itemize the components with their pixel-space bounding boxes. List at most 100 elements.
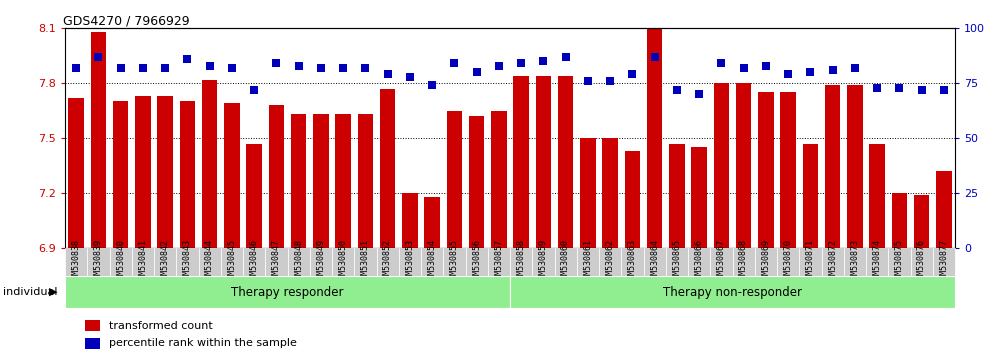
Bar <box>710 248 732 276</box>
Bar <box>732 248 755 276</box>
Bar <box>755 248 777 276</box>
Point <box>535 58 551 64</box>
Text: GSM530866: GSM530866 <box>695 239 704 285</box>
Bar <box>110 248 132 276</box>
Bar <box>822 248 844 276</box>
Bar <box>246 143 262 248</box>
Bar <box>602 138 618 248</box>
Text: GSM530843: GSM530843 <box>183 239 192 285</box>
Bar <box>157 96 173 248</box>
Point <box>202 63 218 68</box>
Bar <box>176 248 198 276</box>
Bar <box>65 276 510 308</box>
Text: GSM530867: GSM530867 <box>717 239 726 285</box>
Text: GSM530839: GSM530839 <box>94 239 103 285</box>
Text: GSM530856: GSM530856 <box>472 239 481 285</box>
Bar <box>910 248 933 276</box>
Point <box>424 82 440 88</box>
Point <box>357 65 373 71</box>
Text: GSM530865: GSM530865 <box>672 239 681 285</box>
Bar <box>691 147 707 248</box>
Text: GSM530854: GSM530854 <box>428 239 437 285</box>
Point <box>446 61 462 66</box>
Text: GSM530841: GSM530841 <box>138 239 147 285</box>
Text: GSM530838: GSM530838 <box>72 239 81 285</box>
Point <box>780 72 796 77</box>
Bar <box>243 248 265 276</box>
Text: transformed count: transformed count <box>109 321 213 331</box>
Point <box>469 69 485 75</box>
Bar <box>869 143 885 248</box>
Text: GSM530868: GSM530868 <box>739 239 748 285</box>
Point <box>513 61 529 66</box>
Text: Therapy non-responder: Therapy non-responder <box>663 286 802 298</box>
Point <box>713 61 729 66</box>
Bar <box>65 248 87 276</box>
Bar <box>580 138 596 248</box>
Text: GSM530870: GSM530870 <box>784 239 793 285</box>
Text: GSM530874: GSM530874 <box>873 239 882 285</box>
Bar <box>221 248 243 276</box>
Point <box>380 72 396 77</box>
Bar <box>780 92 796 248</box>
Point <box>624 72 640 77</box>
Bar <box>736 83 751 248</box>
Text: GSM530845: GSM530845 <box>227 239 236 285</box>
Bar <box>866 248 888 276</box>
Bar <box>599 248 621 276</box>
Text: GSM530873: GSM530873 <box>850 239 859 285</box>
Bar <box>936 171 952 248</box>
Text: GSM530840: GSM530840 <box>116 239 125 285</box>
Point <box>135 65 151 71</box>
Bar <box>847 85 863 248</box>
Point <box>802 69 818 75</box>
Text: GSM530861: GSM530861 <box>583 239 592 285</box>
Bar <box>154 248 176 276</box>
Text: GSM530872: GSM530872 <box>828 239 837 285</box>
Point <box>669 87 685 93</box>
Bar <box>844 248 866 276</box>
Bar <box>758 92 774 248</box>
Bar <box>491 110 507 248</box>
Bar <box>666 248 688 276</box>
Bar <box>224 103 240 248</box>
Point <box>558 54 574 60</box>
Bar <box>421 248 443 276</box>
Bar <box>714 83 729 248</box>
Point <box>291 63 307 68</box>
Bar <box>332 248 354 276</box>
Bar <box>933 248 955 276</box>
Bar <box>85 320 100 331</box>
Point <box>736 65 752 71</box>
Bar <box>558 76 573 248</box>
Bar <box>113 102 128 248</box>
Text: GSM530875: GSM530875 <box>895 239 904 285</box>
Text: GSM530858: GSM530858 <box>517 239 526 285</box>
Point <box>647 54 663 60</box>
Bar <box>447 110 462 248</box>
Text: GSM530855: GSM530855 <box>450 239 459 285</box>
Bar <box>132 248 154 276</box>
Text: individual: individual <box>3 287 58 297</box>
Bar <box>68 98 84 248</box>
Point <box>402 74 418 79</box>
Bar <box>644 248 666 276</box>
Bar <box>180 102 195 248</box>
Bar <box>647 28 662 248</box>
Text: GSM530844: GSM530844 <box>205 239 214 285</box>
Text: GSM530876: GSM530876 <box>917 239 926 285</box>
Bar <box>510 276 955 308</box>
Bar <box>265 248 288 276</box>
Bar <box>402 193 418 248</box>
Text: GSM530869: GSM530869 <box>761 239 770 285</box>
Bar <box>488 248 510 276</box>
Bar <box>135 96 151 248</box>
Point <box>246 87 262 93</box>
Point <box>335 65 351 71</box>
Text: GSM530877: GSM530877 <box>939 239 948 285</box>
Bar <box>513 76 529 248</box>
Bar <box>825 85 840 248</box>
Bar <box>354 248 376 276</box>
Text: GSM530859: GSM530859 <box>539 239 548 285</box>
Point <box>90 54 106 60</box>
